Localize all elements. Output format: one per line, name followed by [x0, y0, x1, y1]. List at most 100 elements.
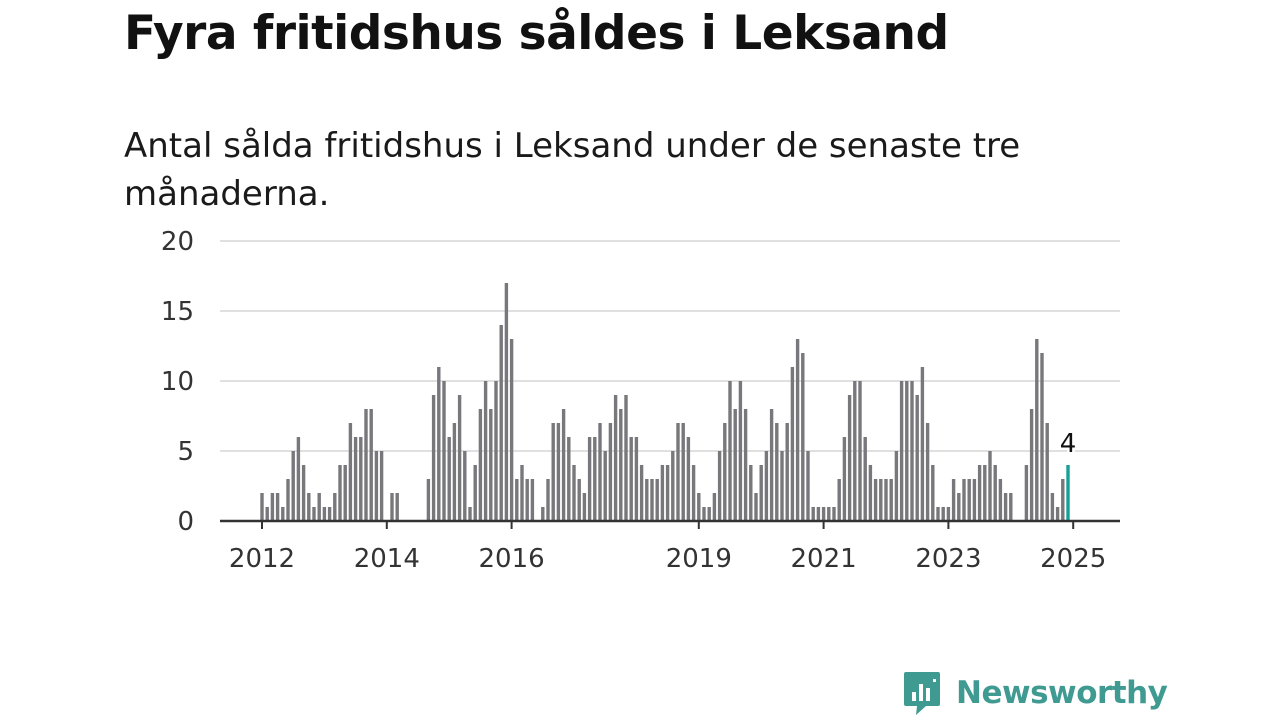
bar — [437, 367, 441, 521]
bar — [379, 451, 384, 521]
bar — [598, 423, 602, 521]
bar — [780, 451, 784, 521]
bar — [608, 423, 613, 521]
bar — [551, 423, 555, 521]
brand[interactable]: Newsworthy — [902, 670, 1168, 716]
bar — [827, 507, 831, 521]
bar — [998, 479, 1003, 521]
bar — [707, 507, 711, 521]
bar — [634, 437, 639, 521]
bar — [275, 493, 280, 521]
x-tick-label: 2012 — [229, 544, 295, 574]
bar — [463, 451, 467, 521]
bar — [816, 507, 821, 521]
chart-subtitle: Antal sålda fritidshus i Leksand under d… — [124, 126, 1021, 214]
bar — [915, 395, 919, 521]
bar — [743, 409, 748, 521]
bars — [260, 283, 1070, 521]
bar — [873, 479, 878, 521]
bar — [338, 465, 342, 521]
bar — [962, 479, 966, 521]
bar — [665, 465, 670, 521]
bar — [764, 451, 769, 521]
bar — [847, 395, 852, 521]
newsworthy-logo-icon — [904, 672, 940, 715]
y-tick-label: 20 — [161, 227, 194, 257]
bar — [489, 409, 493, 521]
bar — [442, 381, 446, 521]
bar — [1003, 493, 1008, 521]
bar — [593, 437, 597, 521]
bar — [801, 353, 805, 521]
bar — [457, 395, 462, 521]
bar — [759, 465, 763, 521]
bar — [899, 381, 904, 521]
bar — [795, 339, 800, 521]
bar — [624, 395, 628, 521]
bar — [983, 465, 987, 521]
x-tick-label: 2019 — [666, 544, 732, 574]
bar — [655, 479, 659, 521]
x-tick-label: 2023 — [915, 544, 981, 574]
bar — [910, 381, 914, 521]
x-tick-label: 2025 — [1040, 544, 1106, 574]
bar — [868, 465, 873, 521]
bar — [561, 409, 566, 521]
bar — [322, 507, 327, 521]
bar — [1040, 353, 1044, 521]
bar — [645, 479, 649, 521]
gridlines — [220, 240, 1120, 452]
y-tick-label: 10 — [161, 367, 194, 397]
bar — [509, 339, 514, 521]
bar — [317, 493, 321, 521]
bar — [728, 381, 732, 521]
bar — [546, 479, 550, 521]
bar — [582, 493, 587, 521]
bar — [312, 507, 316, 521]
bar — [353, 437, 358, 521]
bar — [291, 451, 295, 521]
bar — [842, 437, 847, 521]
bar — [395, 493, 399, 521]
bar — [889, 479, 893, 521]
bar — [374, 451, 379, 521]
bar — [359, 437, 363, 521]
bar — [858, 381, 862, 521]
bar — [936, 507, 940, 521]
bar — [270, 493, 275, 521]
bar — [769, 409, 774, 521]
bar — [691, 465, 696, 521]
bar — [853, 381, 857, 521]
bar — [390, 493, 394, 521]
bar — [286, 479, 290, 521]
bar — [530, 479, 535, 521]
bar — [431, 395, 436, 521]
bar — [733, 409, 737, 521]
bar — [863, 437, 867, 521]
bar — [307, 493, 311, 521]
bar — [946, 507, 951, 521]
bar — [697, 493, 701, 521]
bar — [821, 507, 826, 521]
bar — [717, 451, 722, 521]
bar — [343, 465, 347, 521]
y-tick-label: 5 — [177, 437, 194, 467]
bar — [478, 409, 483, 521]
axes: 0 5 10 15 20 2012 2014 2016 2019 2021 2023 2025 4 — [161, 227, 1120, 574]
bar — [613, 395, 618, 521]
bar — [894, 451, 899, 521]
bar — [452, 423, 457, 521]
bar — [681, 423, 685, 521]
bar — [686, 437, 691, 521]
bar — [941, 507, 945, 521]
bar — [951, 479, 956, 521]
bar — [260, 493, 264, 521]
bar — [494, 381, 498, 521]
bar — [603, 451, 607, 521]
bar — [541, 507, 545, 521]
x-tick-label: 2016 — [479, 544, 545, 574]
bar — [676, 423, 680, 521]
bar — [806, 451, 810, 521]
bar — [504, 283, 509, 521]
bar — [660, 465, 665, 521]
